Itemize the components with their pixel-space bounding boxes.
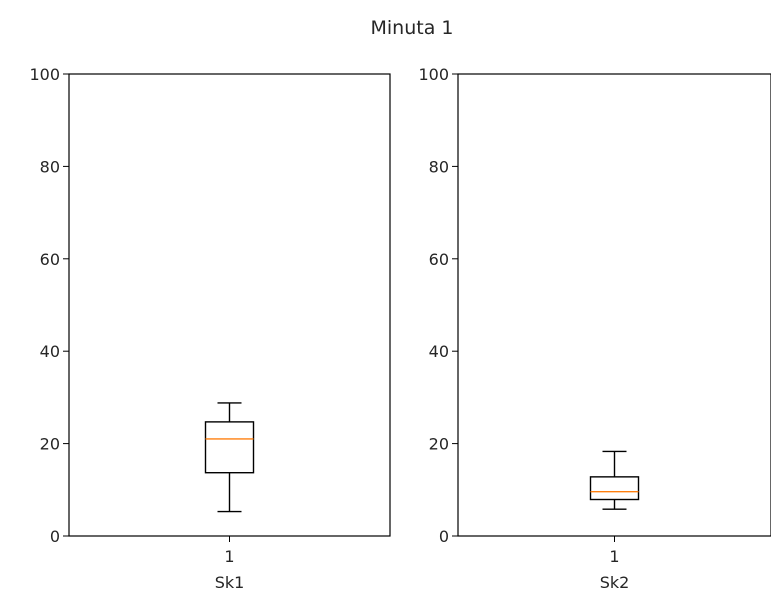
x-tick-label: 1 (224, 547, 234, 566)
plot-frame (68, 73, 391, 537)
y-tick-label: 100 (418, 65, 449, 84)
box-iqr (204, 421, 255, 474)
y-tick-label: 100 (29, 65, 60, 84)
y-tick-label: 0 (50, 527, 60, 546)
x-axis-label: Sk1 (215, 573, 245, 592)
y-tick-label: 20 (40, 435, 60, 454)
y-tick-label: 0 (439, 527, 449, 546)
box-iqr (589, 476, 640, 501)
y-tick-label: 60 (429, 250, 449, 269)
y-tick-label: 40 (429, 342, 449, 361)
figure-title: Minuta 1 (371, 17, 454, 39)
y-tick-label: 20 (429, 435, 449, 454)
panels-group: 0 20 40 60 80 100 1 Sk1 0 20 40 60 80 100 1 Sk2 (29, 65, 771, 592)
x-tick-label: 1 (609, 547, 619, 566)
panel-2: 0 20 40 60 80 100 1 Sk2 (418, 65, 771, 592)
x-axis-label: Sk2 (600, 573, 630, 592)
panel-1: 0 20 40 60 80 100 1 Sk1 (29, 65, 391, 592)
y-tick-label: 80 (429, 157, 449, 176)
y-tick-label: 80 (40, 157, 60, 176)
y-tick-label: 40 (40, 342, 60, 361)
y-tick-label: 60 (40, 250, 60, 269)
